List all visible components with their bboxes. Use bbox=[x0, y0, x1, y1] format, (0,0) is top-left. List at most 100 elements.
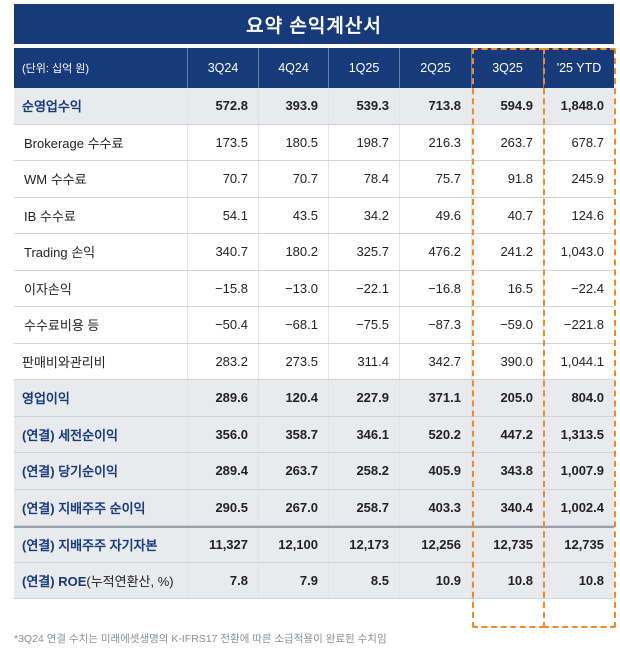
value-cell: 311.4 bbox=[328, 343, 399, 379]
value-cell: 40.7 bbox=[471, 197, 543, 233]
footnote: *3Q24 연결 수치는 미래에셋생명의 K-IFRS17 전환에 따른 소급적… bbox=[14, 633, 387, 645]
value-cell: 10.8 bbox=[543, 562, 614, 598]
value-cell: 227.9 bbox=[328, 380, 399, 416]
row-label-text: Trading 손익 bbox=[24, 245, 96, 261]
row-label-text: 순영업수익 bbox=[22, 99, 82, 115]
value-cell: 1,044.1 bbox=[543, 343, 614, 379]
value-cell: 263.7 bbox=[471, 124, 543, 160]
row-label: 수수료비용 등 bbox=[14, 307, 187, 343]
value-cell: 180.5 bbox=[258, 124, 328, 160]
value-cell: 476.2 bbox=[399, 234, 471, 270]
value-cell: −221.8 bbox=[543, 307, 614, 343]
row-label-text: (연결) ROE bbox=[22, 573, 87, 589]
value-cell: 12,256 bbox=[399, 528, 471, 562]
value-cell: 267.0 bbox=[258, 489, 328, 525]
value-cell: 241.2 bbox=[471, 234, 543, 270]
row-label: 영업이익 bbox=[14, 380, 187, 416]
value-cell: 713.8 bbox=[399, 88, 471, 124]
row-label: 판매비와관리비 bbox=[14, 344, 187, 380]
table-body: 순영업수익 572.8 393.9 539.3 713.8 594.9 1,848.0 Bro… bbox=[14, 88, 614, 599]
table-row: (연결) ROE (누적연환산, %) 7.8 7.9 8.5 10.9 10.8 10.8 bbox=[14, 562, 614, 599]
row-label-suffix: (누적연환산, %) bbox=[86, 573, 174, 589]
value-cell: 405.9 bbox=[399, 453, 471, 489]
table-row: IB 수수료 54.1 43.5 34.2 49.6 40.7 124.6 bbox=[14, 197, 614, 234]
value-cell: 7.8 bbox=[187, 562, 258, 598]
value-cell: 356.0 bbox=[187, 416, 258, 452]
value-cell: 289.6 bbox=[187, 380, 258, 416]
row-label-text: Brokerage 수수료 bbox=[24, 135, 124, 151]
value-cell: 245.9 bbox=[543, 161, 614, 197]
value-cell: 216.3 bbox=[399, 124, 471, 160]
table-row: 이자손익 −15.8 −13.0 −22.1 −16.8 16.5 −22.4 bbox=[14, 270, 614, 307]
value-cell: 12,100 bbox=[258, 528, 328, 562]
column-header: 2Q25 bbox=[399, 48, 471, 88]
value-cell: 91.8 bbox=[471, 161, 543, 197]
table-header: (단위: 십억 원) 3Q24 4Q24 1Q25 2Q25 3Q25 '25 … bbox=[14, 48, 614, 88]
value-cell: 393.9 bbox=[258, 88, 328, 124]
row-label-text: (연결) 지배주주 순이익 bbox=[22, 500, 146, 516]
value-cell: 12,735 bbox=[471, 528, 543, 562]
value-cell: 346.1 bbox=[328, 416, 399, 452]
value-cell: 340.7 bbox=[187, 234, 258, 270]
value-cell: 1,002.4 bbox=[543, 489, 614, 525]
value-cell: −87.3 bbox=[399, 307, 471, 343]
value-cell: 180.2 bbox=[258, 234, 328, 270]
value-cell: −15.8 bbox=[187, 270, 258, 306]
row-label: 순영업수익 bbox=[14, 88, 187, 124]
value-cell: −68.1 bbox=[258, 307, 328, 343]
value-cell: 678.7 bbox=[543, 124, 614, 160]
row-label: (연결) 세전순이익 bbox=[14, 417, 187, 453]
value-cell: 283.2 bbox=[187, 343, 258, 379]
value-cell: 539.3 bbox=[328, 88, 399, 124]
value-cell: 594.9 bbox=[471, 88, 543, 124]
column-header: 1Q25 bbox=[328, 48, 399, 88]
value-cell: 447.2 bbox=[471, 416, 543, 452]
table-row: WM 수수료 70.7 70.7 78.4 75.7 91.8 245.9 bbox=[14, 161, 614, 198]
value-cell: −13.0 bbox=[258, 270, 328, 306]
table-row: (연결) 당기순이익 289.4 263.7 258.2 405.9 343.8 1,007… bbox=[14, 453, 614, 490]
value-cell: 572.8 bbox=[187, 88, 258, 124]
page-title: 요약 손익계산서 bbox=[14, 4, 614, 44]
value-cell: 263.7 bbox=[258, 453, 328, 489]
value-cell: 16.5 bbox=[471, 270, 543, 306]
row-label-text: (연결) 당기순이익 bbox=[22, 464, 118, 480]
value-cell: 78.4 bbox=[328, 161, 399, 197]
value-cell: 340.4 bbox=[471, 489, 543, 525]
table-row: Brokerage 수수료 173.5 180.5 198.7 216.3 263.7 67… bbox=[14, 124, 614, 161]
value-cell: 804.0 bbox=[543, 380, 614, 416]
value-cell: 120.4 bbox=[258, 380, 328, 416]
value-cell: 10.8 bbox=[471, 562, 543, 598]
value-cell: 520.2 bbox=[399, 416, 471, 452]
row-label: (연결) 지배주주 순이익 bbox=[14, 490, 187, 526]
value-cell: 124.6 bbox=[543, 197, 614, 233]
value-cell: 342.7 bbox=[399, 343, 471, 379]
value-cell: −50.4 bbox=[187, 307, 258, 343]
column-header: 3Q24 bbox=[187, 48, 258, 88]
table-row: 판매비와관리비 283.2 273.5 311.4 342.7 390.0 1,044.1 bbox=[14, 343, 614, 380]
table-row: Trading 손익 340.7 180.2 325.7 476.2 241.2 1,043… bbox=[14, 234, 614, 271]
value-cell: 10.9 bbox=[399, 562, 471, 598]
value-cell: 198.7 bbox=[328, 124, 399, 160]
table-row: 영업이익 289.6 120.4 227.9 371.1 205.0 804.0 bbox=[14, 380, 614, 417]
row-label-text: WM 수수료 bbox=[24, 172, 87, 188]
row-label-text: (연결) 지배주주 자기자본 bbox=[22, 538, 158, 554]
value-cell: 8.5 bbox=[328, 562, 399, 598]
column-header: 3Q25 bbox=[471, 48, 543, 88]
value-cell: −75.5 bbox=[328, 307, 399, 343]
row-label: (연결) ROE (누적연환산, %) bbox=[14, 563, 187, 599]
value-cell: −22.4 bbox=[543, 270, 614, 306]
row-label: (연결) 당기순이익 bbox=[14, 453, 187, 489]
row-label: WM 수수료 bbox=[14, 161, 187, 197]
row-label-text: (연결) 세전순이익 bbox=[22, 427, 118, 443]
value-cell: 273.5 bbox=[258, 343, 328, 379]
value-cell: 12,735 bbox=[543, 528, 614, 562]
row-label: IB 수수료 bbox=[14, 198, 187, 234]
value-cell: 1,043.0 bbox=[543, 234, 614, 270]
value-cell: 7.9 bbox=[258, 562, 328, 598]
value-cell: −22.1 bbox=[328, 270, 399, 306]
value-cell: 343.8 bbox=[471, 453, 543, 489]
value-cell: 75.7 bbox=[399, 161, 471, 197]
value-cell: 43.5 bbox=[258, 197, 328, 233]
row-label: Brokerage 수수료 bbox=[14, 125, 187, 161]
